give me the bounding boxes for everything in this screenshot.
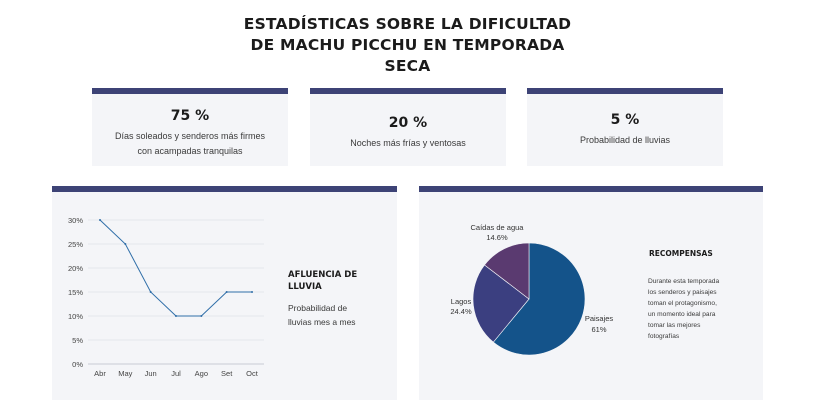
pie-slice: [472, 264, 530, 343]
y-tick-label: 5%: [72, 336, 83, 345]
stat-value: 20 %: [388, 115, 428, 131]
data-point: [251, 291, 253, 293]
rewards-heading: RECOMPENSAS: [649, 249, 713, 258]
pie-slice-value: 24.4%: [450, 307, 472, 316]
title-line-1: ESTADÍSTICAS SOBRE LA DIFICULTAD: [243, 15, 572, 33]
data-point: [149, 291, 152, 293]
stat-card-cold-nights: 20 % Noches más frías y ventosas: [310, 88, 506, 166]
pie-slice: [484, 242, 530, 300]
stat-description-line-2: con acampadas tranquilas: [137, 146, 243, 156]
title-line-3: SECA: [384, 57, 431, 75]
pie-slice-value: 61%: [591, 325, 606, 334]
rain-panel: 0% 5% 10% 15% 20% 25% 30% Abr May Jun Jul Ago Set Oct…: [52, 186, 397, 400]
stat-description-line-1: Noches más frías y ventosas: [350, 138, 466, 148]
stat-card-sunny: 75 % Días soleados y senderos más firmes…: [92, 88, 288, 166]
pie-slice-label: Paisajes: [585, 314, 614, 323]
data-point: [200, 315, 203, 317]
pie-slice-label: Caídas de agua: [471, 223, 525, 232]
rewards-line-2: los senderos y paisajes: [648, 289, 717, 296]
x-tick-label: Abr: [94, 369, 106, 378]
y-tick-label: 25%: [68, 240, 83, 249]
rewards-line-1: Durante esta temporada: [648, 278, 720, 285]
rewards-line-4: un momento ideal para: [648, 311, 716, 318]
rain-line-chart: 0% 5% 10% 15% 20% 25% 30% Abr May Jun Jul Ago Set Oct: [68, 216, 264, 378]
pie-slice-value: 14.6%: [486, 233, 508, 242]
y-tick-label: 20%: [68, 264, 83, 273]
data-point: [124, 243, 127, 245]
pie-slice: [492, 242, 586, 356]
rewards-panel: Paisajes 61% Lagos 24.4% Caídas de agua 14.6%…: [419, 186, 763, 400]
stat-description-line-1: Probabilidad de lluvias: [579, 135, 671, 145]
x-tick-label: Ago: [195, 369, 208, 378]
rain-desc-line-2: lluvias mes a mes: [288, 317, 356, 327]
rain-heading-line-1: AFLUENCIA DE: [288, 270, 358, 280]
data-point: [175, 315, 177, 317]
rewards-line-3: toman el protagonismo,: [648, 300, 717, 307]
page-title: ESTADÍSTICAS SOBRE LA DIFICULTAD DE MACH…: [0, 14, 815, 77]
data-point: [99, 219, 101, 221]
x-tick-label: Jun: [145, 369, 157, 378]
stat-value: 75 %: [170, 108, 210, 124]
x-tick-label: Jul: [171, 369, 181, 378]
x-tick-label: May: [118, 369, 132, 378]
y-tick-label: 10%: [68, 312, 83, 321]
y-tick-label: 15%: [68, 288, 83, 297]
rain-heading-line-2: LLUVIA: [288, 282, 322, 292]
rewards-line-6: fotografías: [648, 333, 680, 340]
rain-panel-description: Probabilidad de lluvias mes a mes: [288, 301, 356, 329]
x-tick-label: Oct: [246, 369, 259, 378]
title-line-2: DE MACHU PICCHU EN TEMPORADA: [250, 36, 565, 54]
rewards-line-5: tomar las mejores: [648, 322, 701, 329]
y-tick-label: 0%: [72, 360, 83, 369]
pie-slice-label: Lagos: [451, 297, 472, 306]
rain-desc-line-1: Probabilidad de: [288, 303, 348, 313]
stat-value: 5 %: [610, 112, 640, 128]
stat-card-rain: 5 % Probabilidad de lluvias: [527, 88, 723, 166]
stat-description-line-1: Días soleados y senderos más firmes: [114, 131, 266, 141]
data-point: [225, 291, 228, 293]
x-tick-label: Set: [221, 369, 233, 378]
rewards-body: Durante esta temporada los senderos y pa…: [648, 276, 736, 342]
y-tick-label: 30%: [68, 216, 83, 225]
rain-panel-heading: AFLUENCIA DE LLUVIA: [288, 269, 357, 293]
